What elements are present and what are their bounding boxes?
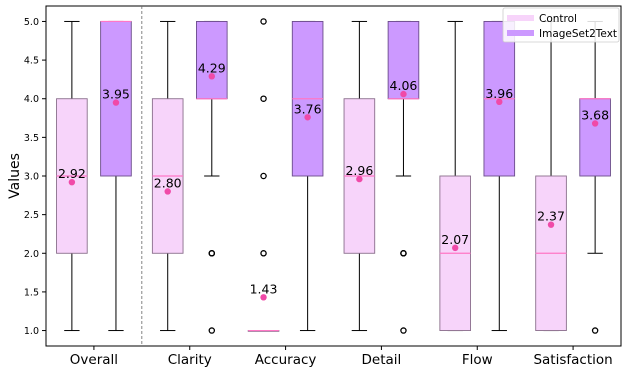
mean-marker <box>304 114 311 121</box>
mean-label: 3.68 <box>581 107 609 122</box>
outlier-point <box>208 327 216 334</box>
mean-label: 3.96 <box>485 86 513 101</box>
y-tick-label: 1.0 <box>24 326 39 337</box>
mean-label: 2.92 <box>58 166 86 181</box>
legend-label: ImageSet2Text <box>539 28 617 40</box>
box-imageset2text <box>579 98 611 177</box>
x-tick-label: Accuracy <box>255 352 317 368</box>
box-imageset2text <box>196 21 228 100</box>
plot-frame <box>45 5 622 347</box>
mean-marker <box>112 99 120 106</box>
mean-marker <box>591 120 599 127</box>
mean-label: 2.96 <box>345 163 373 178</box>
outlier-point <box>260 95 267 102</box>
y-tick-label: 5.0 <box>24 17 39 28</box>
mean-marker <box>356 175 363 183</box>
outlier-point <box>208 250 216 257</box>
x-tick-label: Overall <box>70 352 118 368</box>
mean-label: 3.76 <box>294 101 322 116</box>
mean-marker <box>208 73 215 80</box>
mean-label: 2.80 <box>154 175 182 190</box>
mean-marker <box>164 188 171 195</box>
y-tick-label: 3.5 <box>24 133 39 144</box>
mean-marker <box>68 178 76 186</box>
mean-label: 3.95 <box>102 87 130 102</box>
box-imageset2text <box>100 21 132 177</box>
mean-marker <box>452 244 459 252</box>
y-tick-label: 4.0 <box>24 94 39 105</box>
y-axis-label: Values <box>7 153 23 199</box>
x-tick-label: Flow <box>462 352 493 368</box>
mean-label: 2.07 <box>441 232 469 247</box>
y-tick-label: 3.0 <box>24 172 39 183</box>
outlier-point <box>260 250 267 257</box>
x-tick-label: Satisfaction <box>533 352 612 368</box>
mean-marker <box>260 294 267 301</box>
outlier-point <box>400 327 407 334</box>
y-tick-label: 1.5 <box>24 287 39 298</box>
legend-label: Control <box>539 13 577 25</box>
legend-swatch <box>507 30 534 36</box>
mean-label: 4.29 <box>198 60 226 75</box>
mean-label: 1.43 <box>250 281 278 296</box>
mean-label: 2.37 <box>537 209 565 224</box>
mean-marker <box>496 98 503 106</box>
x-tick-label: Detail <box>362 352 402 368</box>
x-tick-label: Clarity <box>168 352 212 368</box>
outlier-point <box>260 172 267 180</box>
outlier-point <box>260 18 267 25</box>
mean-marker <box>400 90 407 98</box>
y-tick-label: 2.0 <box>24 249 39 260</box>
mean-label: 4.06 <box>390 78 418 93</box>
y-tick-label: 2.5 <box>24 210 39 221</box>
y-tick-label: 4.5 <box>24 56 39 67</box>
mean-marker <box>547 221 555 228</box>
outlier-point <box>591 327 599 334</box>
box-imageset2text <box>387 21 420 100</box>
outlier-point <box>400 250 407 257</box>
legend-swatch <box>507 15 534 21</box>
